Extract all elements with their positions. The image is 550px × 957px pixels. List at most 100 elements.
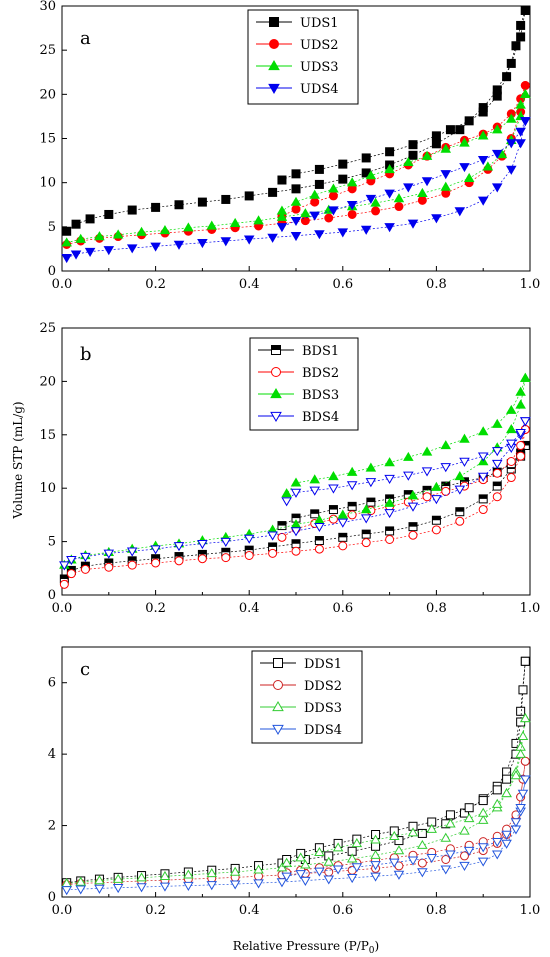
BDS3-desorption-line — [286, 378, 526, 494]
DDS4-point — [183, 881, 194, 891]
y-tick-label: 15 — [39, 132, 56, 147]
x-axis-title-close: ) — [375, 939, 380, 953]
DDS4-point — [295, 870, 306, 880]
UDS4-point — [267, 233, 278, 243]
UDS3-point — [75, 233, 86, 243]
BDS1-point-half-fill — [423, 486, 432, 491]
DDS4-point — [393, 870, 405, 880]
UDS4-point — [454, 207, 466, 217]
DDS1-point — [445, 810, 455, 820]
UDS1-point — [104, 209, 114, 219]
UDS4-point — [173, 240, 185, 250]
UDS4-point — [84, 247, 96, 257]
BDS2-point — [151, 558, 161, 568]
UDS3-point — [463, 172, 475, 182]
BDS4-point — [328, 484, 339, 494]
DDS3-point — [517, 730, 529, 740]
UDS1-point — [127, 205, 137, 215]
BDS1-point-half-fill — [81, 562, 90, 567]
BDS4-point — [421, 467, 433, 477]
BDS1-point-half-fill — [67, 566, 76, 571]
y-tick-label: 6 — [48, 676, 56, 691]
BDS3-point — [360, 504, 372, 514]
legend-marker — [268, 83, 280, 94]
UDS1-point — [268, 187, 278, 197]
DDS1-point — [478, 796, 488, 806]
y-tick-label: 30 — [39, 0, 56, 14]
legend-label: BDS4 — [302, 410, 339, 425]
legend-marker — [268, 60, 280, 71]
UDS4-point — [407, 219, 419, 229]
UDS3-point — [491, 124, 503, 134]
UDS4-point — [506, 165, 517, 175]
BDS4-point — [267, 531, 278, 541]
DDS3-point — [183, 869, 194, 879]
BDS4-point — [403, 471, 414, 481]
BDS4-point — [103, 549, 115, 559]
legend-label: DDS4 — [304, 723, 342, 738]
UDS1-point — [511, 41, 521, 51]
BDS1-point-half-fill — [493, 482, 502, 487]
UDS4-point — [103, 246, 115, 256]
BDS4-point — [290, 527, 302, 537]
DDS2-point — [459, 851, 469, 861]
legend-box — [251, 650, 363, 744]
y-tick-label: 10 — [39, 176, 56, 191]
legend-label: BDS3 — [302, 388, 339, 403]
BDS3-point — [365, 462, 377, 472]
BDS2-point — [66, 569, 76, 579]
BDS2-point — [506, 457, 516, 466]
BDS1-point-half-fill — [198, 550, 207, 555]
legend-label: BDS2 — [302, 366, 339, 381]
legend-marker — [272, 724, 284, 735]
UDS1-point — [244, 191, 254, 201]
BDS4-point — [243, 534, 255, 544]
panel-letter: b — [80, 344, 92, 365]
UDS4-point — [276, 223, 288, 233]
DDS4-point — [346, 874, 358, 884]
UDS3-point — [206, 220, 218, 230]
DDS3-point — [477, 814, 489, 824]
BDS1-point-half-fill — [432, 516, 441, 521]
UDS3-point — [300, 208, 311, 218]
x-tick-label: 1.0 — [520, 601, 541, 616]
BDS4-point — [346, 481, 358, 491]
UDS1-point — [431, 139, 441, 149]
DDS4-point — [501, 830, 512, 840]
BDS4-point — [173, 542, 185, 552]
BDS1-point-half-fill — [277, 521, 286, 526]
DDS4-point — [281, 872, 292, 882]
UDS3-point — [276, 211, 288, 221]
BDS2-point — [338, 541, 348, 551]
y-axis-title: Volume STP (mL/g) — [11, 401, 25, 519]
DDS4-point — [501, 839, 512, 849]
UDS3-desorption-line — [281, 94, 526, 212]
BDS2-point — [244, 550, 254, 560]
DDS1-desorption-line — [286, 661, 526, 860]
BDS1-point-half-fill — [128, 556, 137, 561]
x-tick-label: 0.8 — [426, 277, 447, 292]
BDS2-point — [314, 544, 324, 554]
DDS4-point — [517, 789, 529, 799]
series-DDS4 — [61, 775, 531, 896]
legend-label: UDS2 — [300, 38, 339, 53]
BDS4-point — [290, 488, 302, 498]
DDS3-point — [426, 823, 437, 833]
DDS4-adsorption-line — [66, 779, 526, 891]
UDS4-point — [459, 163, 470, 173]
UDS1-point — [197, 197, 207, 207]
UDS3-point — [112, 229, 124, 239]
BDS3-point — [346, 466, 358, 476]
y-tick-label: 5 — [48, 220, 56, 235]
DDS4-desorption-line — [286, 779, 526, 877]
UDS3-point — [393, 193, 405, 203]
DDS3-point — [229, 866, 241, 876]
UDS3-point — [136, 226, 147, 236]
BDS4-desorption-line — [286, 420, 526, 502]
series-UDS4 — [61, 117, 531, 264]
DDS3-point — [393, 845, 405, 855]
UDS1-point — [291, 169, 301, 179]
UDS1-point — [71, 219, 81, 229]
BDS4-point — [66, 556, 77, 566]
